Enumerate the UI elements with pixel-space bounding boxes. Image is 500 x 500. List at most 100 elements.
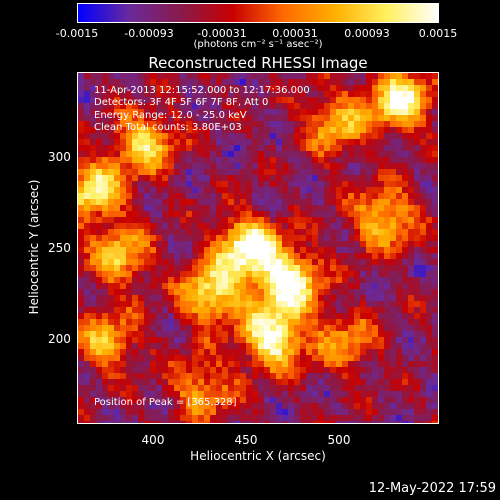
heatmap-cell xyxy=(180,343,187,350)
heatmap-cell xyxy=(156,175,163,182)
heatmap-cell xyxy=(198,331,205,338)
heatmap-cell xyxy=(126,379,133,386)
heatmap-cell xyxy=(366,115,373,122)
heatmap-cell xyxy=(156,325,163,332)
heatmap-cell xyxy=(312,223,319,230)
heatmap-cell xyxy=(204,289,211,296)
heatmap-cell xyxy=(228,271,235,278)
heatmap-cell xyxy=(210,145,217,152)
heatmap-cell xyxy=(390,211,397,218)
heatmap-cell xyxy=(234,349,241,356)
heatmap-cell xyxy=(360,301,367,308)
heatmap-cell xyxy=(252,301,259,308)
heatmap-cell xyxy=(276,379,283,386)
heatmap-cell xyxy=(390,409,397,416)
heatmap-cell xyxy=(174,229,181,236)
heatmap-cell xyxy=(96,217,103,224)
heatmap-cell xyxy=(420,355,427,362)
heatmap-cell xyxy=(294,301,301,308)
heatmap-cell xyxy=(378,241,385,248)
heatmap-cell xyxy=(114,103,121,110)
heatmap-cell xyxy=(102,241,109,248)
heatmap-cell xyxy=(366,349,373,356)
heatmap-cell xyxy=(120,211,127,218)
heatmap-cell xyxy=(168,187,175,194)
heatmap-cell xyxy=(348,409,355,416)
heatmap-cell xyxy=(336,289,343,296)
heatmap-cell xyxy=(216,103,223,110)
heatmap-cell xyxy=(132,253,139,260)
heatmap-cell xyxy=(234,361,241,368)
heatmap-cell xyxy=(138,361,145,368)
heatmap-cell xyxy=(114,253,121,260)
heatmap-cell xyxy=(168,349,175,356)
heatmap-cell xyxy=(174,421,181,423)
heatmap-cell xyxy=(396,199,403,206)
heatmap-cell xyxy=(288,325,295,332)
heatmap-cell xyxy=(246,151,253,158)
heatmap-cell xyxy=(366,73,373,80)
heatmap-cell xyxy=(144,325,151,332)
heatmap-cell xyxy=(288,133,295,140)
heatmap-cell xyxy=(210,259,217,266)
heatmap-cell xyxy=(294,349,301,356)
heatmap-cell xyxy=(390,199,397,206)
heatmap-cell xyxy=(432,91,438,98)
heatmap-cell xyxy=(126,271,133,278)
heatmap-cell xyxy=(378,145,385,152)
heatmap-cell xyxy=(180,373,187,380)
heatmap-cell xyxy=(282,103,289,110)
heatmap-cell xyxy=(150,235,157,242)
heatmap-cell xyxy=(276,325,283,332)
heatmap-cell xyxy=(150,415,157,422)
heatmap-cell xyxy=(378,229,385,236)
heatmap-cell xyxy=(414,217,421,224)
heatmap-cell xyxy=(228,241,235,248)
heatmap-cell xyxy=(372,295,379,302)
heatmap-cell xyxy=(162,373,169,380)
heatmap-cell xyxy=(264,223,271,230)
heatmap-cell xyxy=(426,241,433,248)
heatmap-cell xyxy=(150,349,157,356)
heatmap-cell xyxy=(108,223,115,230)
heatmap-cell xyxy=(162,193,169,200)
heatmap-cell xyxy=(270,295,277,302)
heatmap-cell xyxy=(360,175,367,182)
heatmap-cell xyxy=(408,187,415,194)
heatmap-cell xyxy=(276,139,283,146)
heatmap-cell xyxy=(210,169,217,176)
heatmap-cell xyxy=(276,181,283,188)
heatmap-cell xyxy=(384,403,391,410)
heatmap-cell xyxy=(252,169,259,176)
heatmap-cell xyxy=(162,229,169,236)
heatmap-cell xyxy=(84,169,91,176)
heatmap-cell xyxy=(294,277,301,284)
heatmap-cell xyxy=(222,205,229,212)
heatmap-cell xyxy=(150,217,157,224)
heatmap-cell xyxy=(102,337,109,344)
heatmap-cell xyxy=(366,151,373,158)
heatmap-cell xyxy=(366,319,373,326)
heatmap-cell xyxy=(90,253,97,260)
heatmap-cell xyxy=(96,103,103,110)
heatmap-cell xyxy=(378,157,385,164)
heatmap-cell xyxy=(90,349,97,356)
heatmap-cell xyxy=(390,403,397,410)
heatmap-cell xyxy=(306,277,313,284)
heatmap-cell xyxy=(396,229,403,236)
heatmap-cell xyxy=(318,343,325,350)
heatmap-cell xyxy=(360,361,367,368)
heatmap-cell xyxy=(120,277,127,284)
heatmap-cell xyxy=(318,391,325,398)
heatmap-cell xyxy=(276,157,283,164)
heatmap-cell xyxy=(252,109,259,116)
heatmap-cell xyxy=(204,343,211,350)
heatmap-cell xyxy=(390,337,397,344)
heatmap-cell xyxy=(342,217,349,224)
heatmap-cell xyxy=(78,205,85,212)
heatmap-cell xyxy=(216,175,223,182)
heatmap-cell xyxy=(276,127,283,134)
heatmap-cell xyxy=(264,205,271,212)
heatmap-cell xyxy=(114,283,121,290)
heatmap-cell xyxy=(408,217,415,224)
